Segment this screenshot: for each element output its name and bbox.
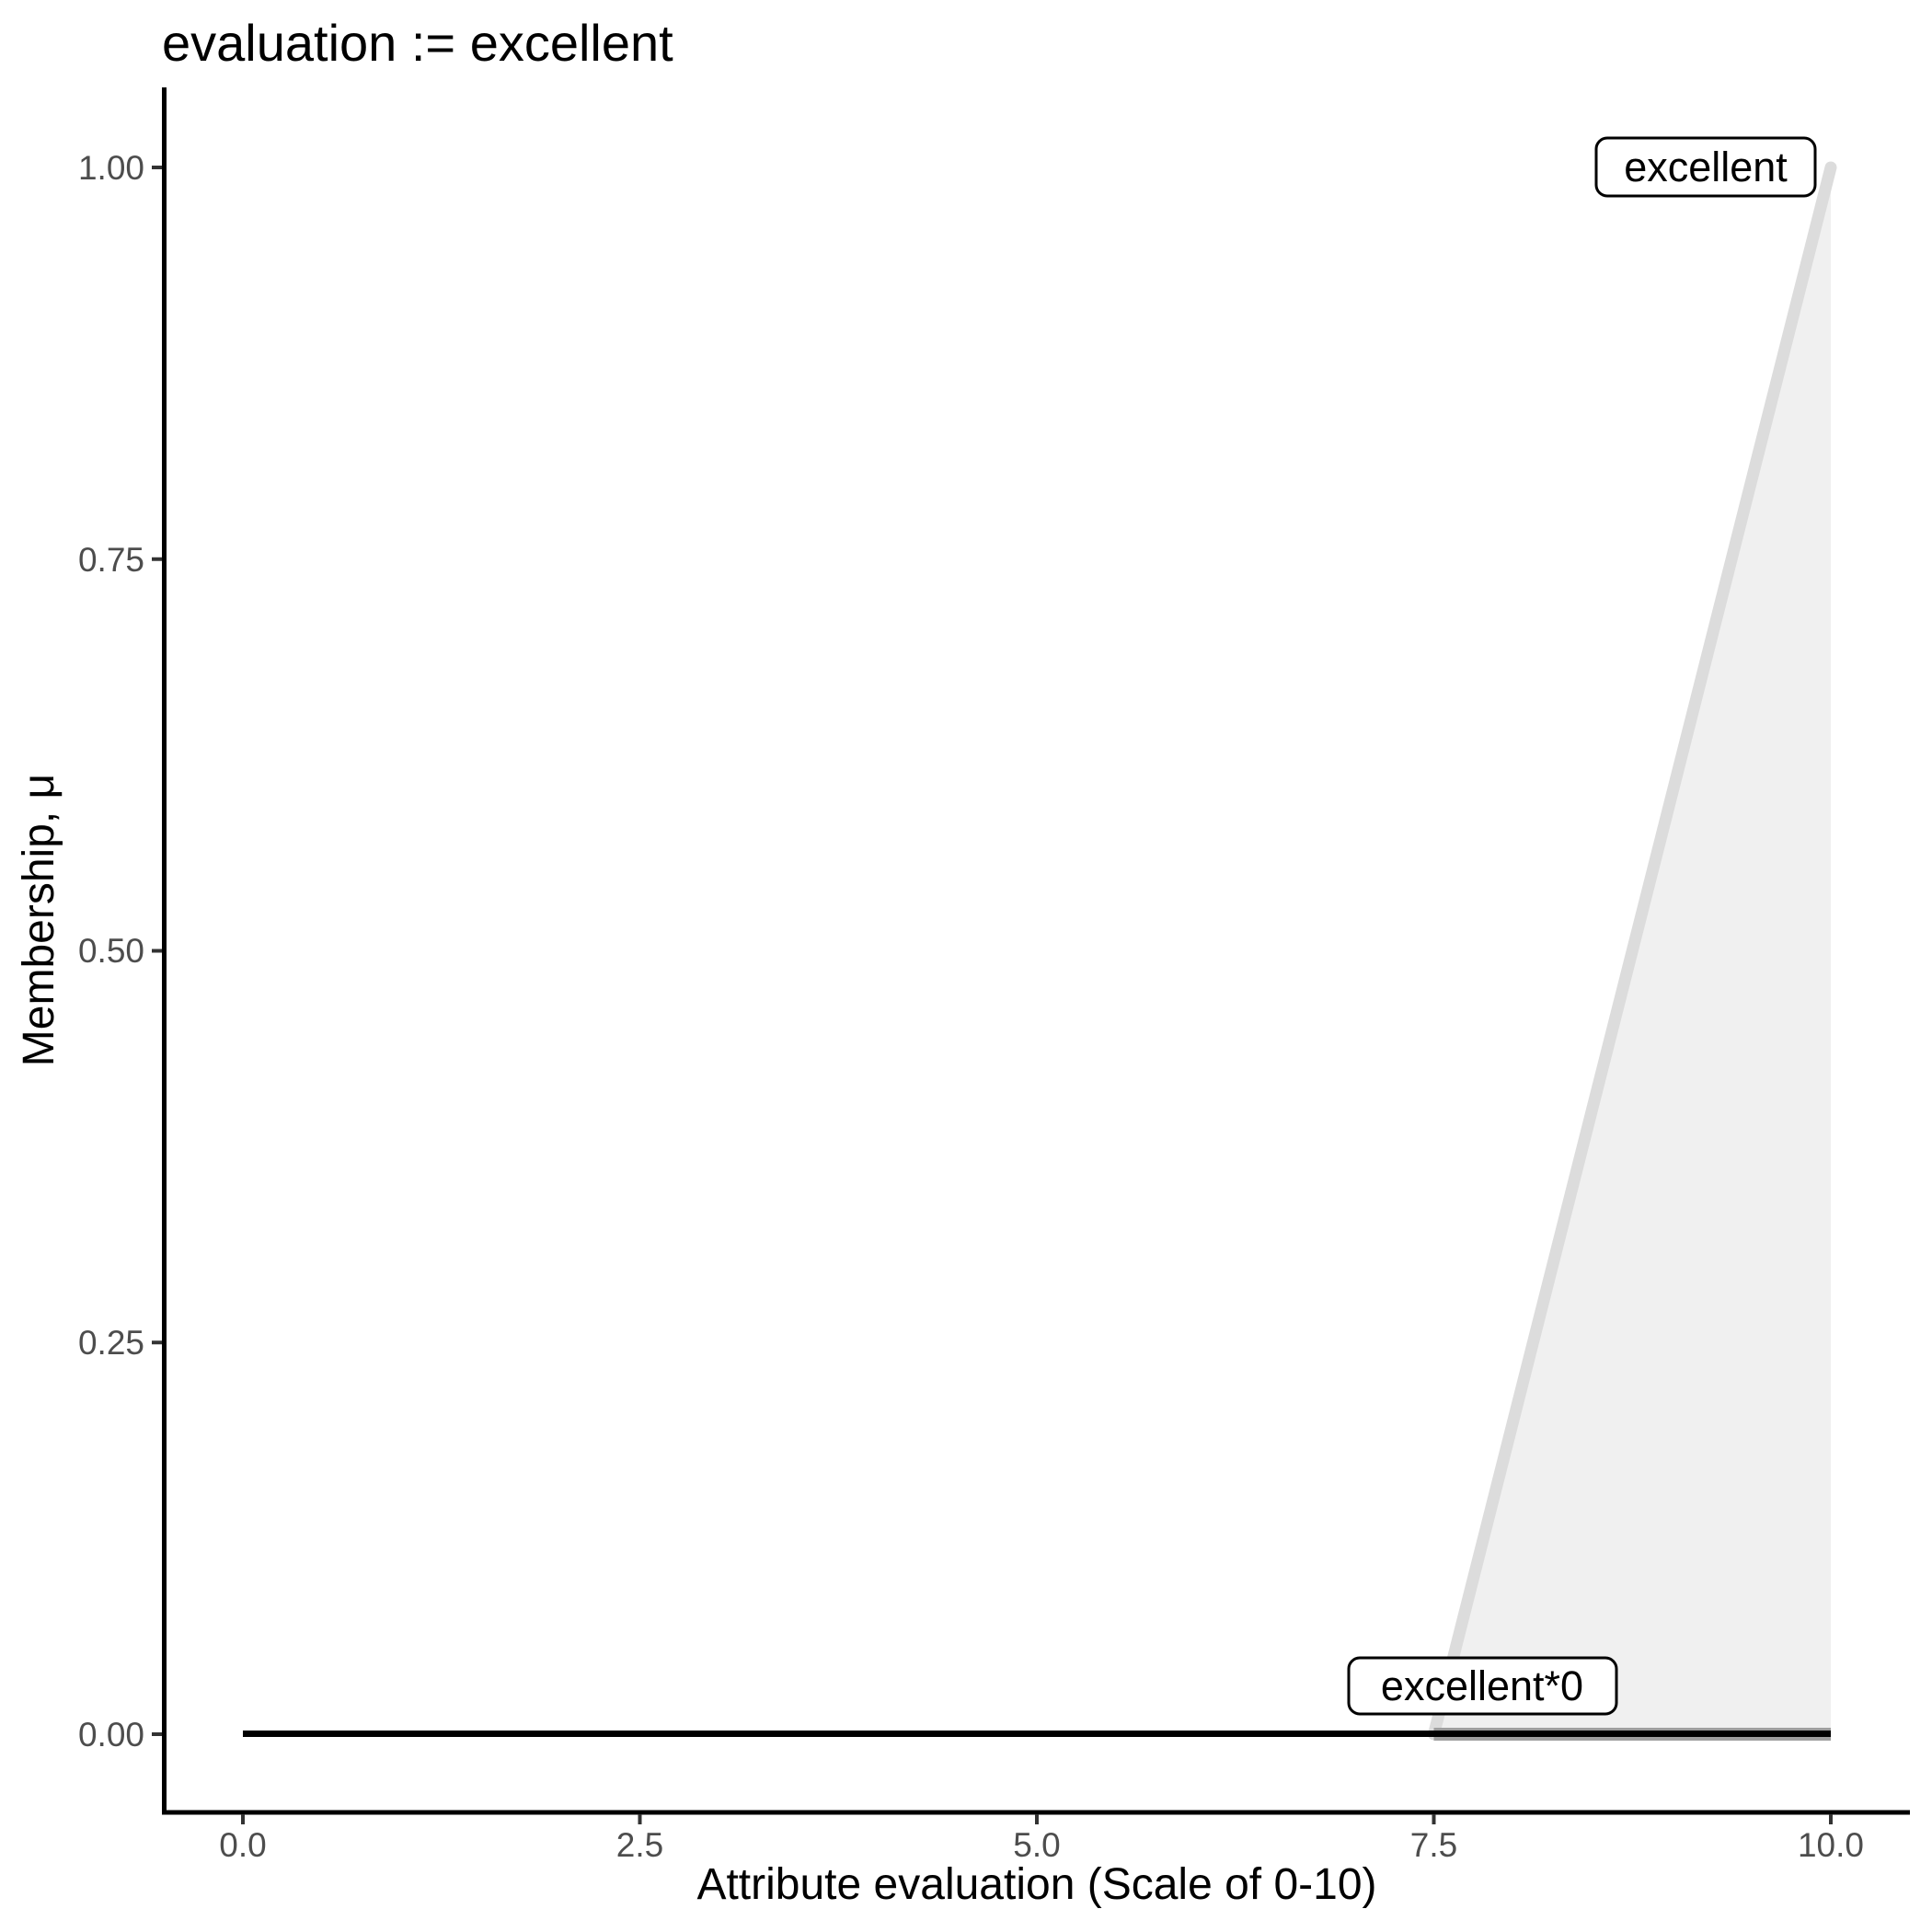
- label-excellent-text: excellent: [1624, 144, 1788, 190]
- label-excellent-times-0-text: excellent*0: [1381, 1662, 1583, 1709]
- label-excellent: excellent: [1594, 136, 1817, 198]
- label-excellent-times-0-box: [1347, 1656, 1618, 1716]
- label-excellent-box: [1594, 136, 1817, 198]
- y-axis-title: Membership, μ: [15, 774, 63, 1066]
- x-axis-ticks: 0.0 2.5 5.0 7.5 10.0: [219, 1814, 1864, 1864]
- x-tick-label: 0.0: [219, 1826, 266, 1864]
- y-axis-ticks: 1.00 0.75 0.50 0.25 0.00: [78, 149, 162, 1754]
- y-tick-label: 1.00: [78, 149, 144, 187]
- y-tick-label: 0.00: [78, 1716, 144, 1754]
- y-tick-label: 0.75: [78, 541, 144, 579]
- x-tick-label: 7.5: [1410, 1826, 1457, 1864]
- x-tick-label: 10.0: [1798, 1826, 1864, 1864]
- x-tick-label: 5.0: [1013, 1826, 1060, 1864]
- x-axis-title: Attribute evaluation (Scale of 0-10): [696, 1860, 1376, 1909]
- label-excellent-times-0: excellent*0: [1347, 1656, 1618, 1716]
- axes: [162, 87, 1910, 1815]
- y-tick-label: 0.25: [78, 1324, 144, 1362]
- data-layer: [243, 161, 1837, 1741]
- y-tick-label: 0.50: [78, 932, 144, 970]
- excellent-mf-line: [1428, 161, 1837, 1741]
- plot-title: evaluation := excellent: [162, 14, 673, 72]
- x-tick-label: 2.5: [616, 1826, 663, 1864]
